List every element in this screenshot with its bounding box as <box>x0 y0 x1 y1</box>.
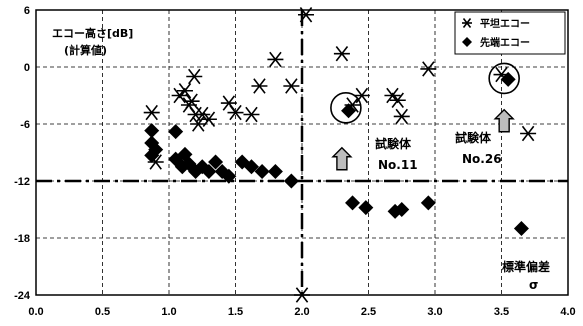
legend-label-flat-echo: 平坦エコー <box>480 17 530 30</box>
annotation-specimen-26-no: No.26 <box>462 152 502 166</box>
flat-echo-point <box>283 78 300 94</box>
flat-echo-point <box>227 104 244 121</box>
legend-label-tip-echo: 先端エコー <box>480 36 530 49</box>
tip-echo-point <box>221 168 237 184</box>
tip-echo-point <box>500 71 516 87</box>
annotation-specimen-11: 試験体 <box>375 136 412 151</box>
tip-echo-point <box>208 154 224 170</box>
flat-echo-point <box>251 78 268 94</box>
reference-lines <box>36 10 568 295</box>
flat-echo-point <box>297 7 314 23</box>
tip-echo-point <box>283 173 299 189</box>
flat-echo-point <box>243 106 260 123</box>
x-tick-label: 3.5 <box>494 306 509 318</box>
x-tick-label: 0.0 <box>28 306 43 318</box>
y-axis-label: エコー高さ[dB] <box>52 26 133 40</box>
flat-echo-point <box>393 108 410 125</box>
x-tick-label: 3.0 <box>427 306 442 318</box>
up-arrow <box>493 108 515 133</box>
legend-box <box>454 11 566 55</box>
flat-echo-point <box>294 287 310 303</box>
tip-echo-point <box>144 123 160 139</box>
flat-echo-point <box>420 61 437 77</box>
x-axis-symbol: σ <box>529 278 538 292</box>
tip-echo-point <box>267 164 283 179</box>
up-arrow <box>331 146 353 171</box>
x-axis-label: 標準偏差 <box>502 259 550 274</box>
legend-mark-asterisk <box>462 18 472 28</box>
legend-mark-diamond <box>462 37 472 47</box>
tip-echo-point <box>345 195 361 211</box>
x-tick-label: 2.5 <box>361 306 376 318</box>
flat-echo-point <box>267 51 284 68</box>
y-axis-sublabel: (計算値) <box>64 43 107 57</box>
highlight-circle <box>330 92 362 124</box>
highlight-circle <box>488 62 520 95</box>
y-tick-label: 0 <box>24 62 30 74</box>
tip-echo-point <box>420 195 436 211</box>
axis-ticks: 0.0 0.5 1.0 1.5 2.0 2.5 3.0 3.5 4.0 6 0 -6 -12 -18 -24 <box>14 5 576 318</box>
tip-echo-point <box>513 221 529 236</box>
x-tick-label: 4.0 <box>560 306 575 318</box>
tip-echo-point <box>341 103 357 119</box>
x-tick-label: 2.0 <box>294 306 309 318</box>
tip-echo-point <box>254 164 270 179</box>
tip-echo-point <box>394 202 410 217</box>
annotation-specimen-11-no: No.11 <box>378 158 418 172</box>
tip-echo-point <box>243 159 259 175</box>
flat-echo-point <box>183 93 200 109</box>
data-points <box>143 7 537 303</box>
y-tick-label: -12 <box>14 176 30 188</box>
tip-echo-point <box>358 200 374 216</box>
flat-echo-point <box>176 83 193 99</box>
tip-echo-point <box>201 164 217 179</box>
flat-echo-point <box>389 92 406 108</box>
legend: 平坦エコー 先端エコー <box>454 11 566 55</box>
flat-echo-point <box>200 111 217 127</box>
y-tick-label: -6 <box>20 119 30 131</box>
highlight-marks <box>330 62 520 171</box>
annotation-specimen-26: 試験体 <box>455 130 492 145</box>
flat-echo-point <box>143 104 160 121</box>
y-tick-label: -18 <box>14 233 30 245</box>
flat-echo-point <box>186 68 203 85</box>
tip-echo-point <box>148 142 164 158</box>
tip-echo-point <box>168 124 184 140</box>
x-tick-label: 1.5 <box>228 306 243 318</box>
y-tick-label: 6 <box>24 5 30 17</box>
x-tick-label: 0.5 <box>95 306 110 318</box>
flat-echo-point <box>520 125 537 142</box>
flat-echo-point <box>333 46 350 62</box>
x-tick-label: 1.0 <box>161 306 176 318</box>
y-tick-label: -24 <box>14 290 31 302</box>
